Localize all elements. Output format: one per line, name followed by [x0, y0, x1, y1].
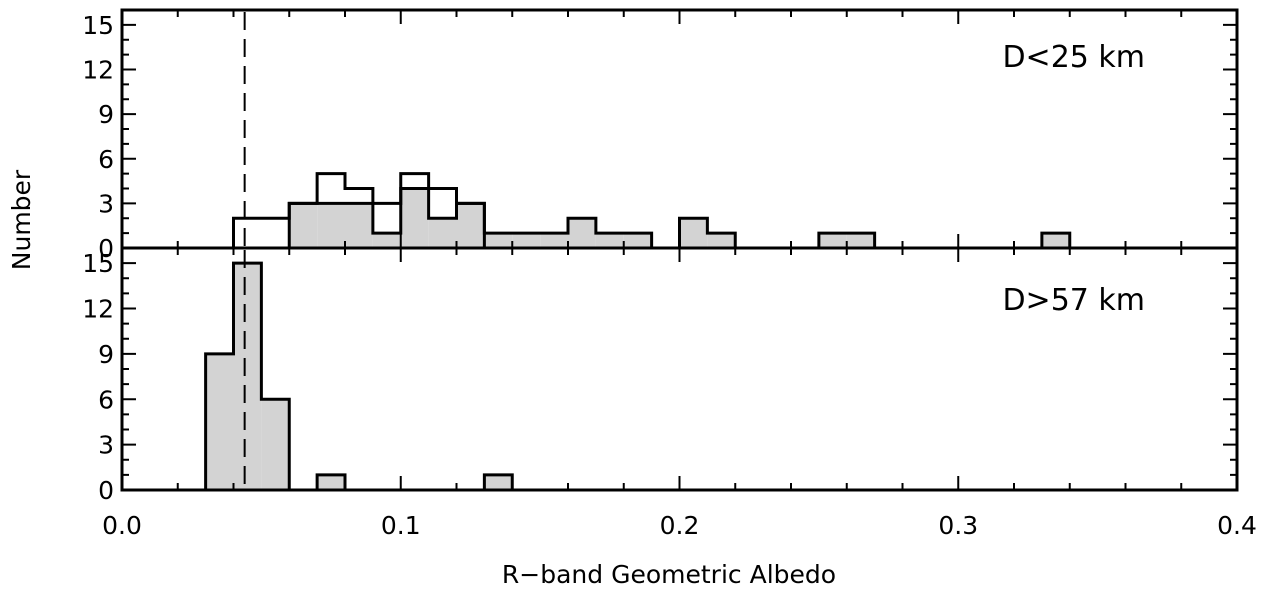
- y-tick-label-bottom: 12: [82, 295, 114, 324]
- y-tick-label-top: 0: [98, 234, 114, 263]
- filled-histogram-outline-top: [287, 187, 1072, 248]
- y-tick-label-top: 12: [82, 56, 114, 85]
- y-tick-label-bottom: 0: [98, 476, 114, 505]
- histogram-bar-bottom: [205, 353, 234, 490]
- histogram-bar-top: [707, 233, 736, 248]
- histogram-bar-top: [1041, 233, 1070, 248]
- y-tick-label-top: 6: [98, 145, 114, 174]
- histogram-bar-top: [400, 188, 429, 248]
- bottom-panel-label: D>57 km: [1002, 283, 1145, 318]
- histogram-bar-top: [484, 233, 513, 248]
- top-panel-label: D<25 km: [1002, 40, 1145, 75]
- filled-bins-layer: [205, 188, 1070, 490]
- histogram-bar-bottom: [261, 399, 290, 490]
- y-axis-title: Number: [7, 169, 36, 270]
- histogram-bar-top: [846, 233, 875, 248]
- histogram-bar-top: [623, 233, 652, 248]
- y-tick-label-bottom: 15: [82, 249, 114, 278]
- histogram-bar-bottom: [317, 474, 345, 490]
- y-tick-label-bottom: 9: [98, 340, 114, 369]
- y-tick-label-bottom: 3: [98, 431, 114, 460]
- histogram-bar-bottom: [233, 263, 262, 490]
- histogram-bar-top: [428, 218, 457, 248]
- x-tick-label: 0.3: [938, 511, 978, 540]
- histogram-bar-bottom: [484, 474, 513, 490]
- y-tick-label-top: 15: [82, 11, 114, 40]
- histogram-bar-top: [345, 203, 373, 248]
- y-tick-label-top: 9: [98, 100, 114, 129]
- histogram-bar-top: [818, 233, 847, 248]
- histogram-bar-top: [372, 233, 401, 248]
- histogram-bar-top: [679, 218, 708, 248]
- histogram-bar-top: [540, 233, 568, 248]
- histogram-bar-top: [317, 203, 345, 248]
- x-tick-label: 0.4: [1217, 511, 1257, 540]
- x-tick-label: 0.0: [102, 511, 142, 540]
- filled-histogram-outline-bottom: [204, 261, 514, 490]
- histogram-bar-top: [595, 233, 624, 248]
- tick-marks-layer: [121, 9, 1238, 491]
- histogram-bar-top: [512, 233, 541, 248]
- x-tick-label: 0.2: [660, 511, 700, 540]
- x-tick-label: 0.1: [381, 511, 421, 540]
- x-axis-title: R−band Geometric Albedo: [502, 560, 836, 589]
- y-tick-label-bottom: 6: [98, 385, 114, 414]
- y-tick-label-top: 3: [98, 189, 114, 218]
- histogram-bar-top: [289, 203, 318, 248]
- histogram-bar-top: [456, 203, 485, 248]
- outline-bins-layer: [204, 172, 1072, 490]
- histogram-bar-top: [568, 218, 596, 248]
